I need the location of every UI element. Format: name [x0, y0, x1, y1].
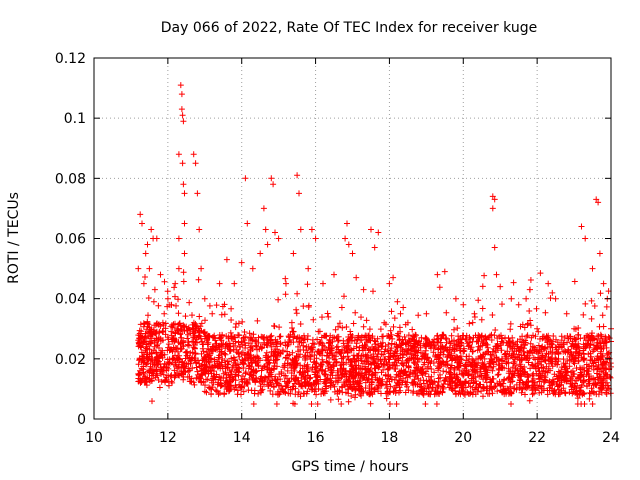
- x-tick-label: 20: [454, 430, 472, 446]
- y-tick-label: 0.02: [55, 352, 86, 368]
- x-tick-label: 22: [528, 430, 546, 446]
- y-tick-label: 0.08: [55, 171, 86, 187]
- x-axis: 10 12 14 16 18 20 22 24: [85, 58, 620, 446]
- chart-title: Day 066 of 2022, Rate Of TEC Index for r…: [161, 20, 537, 36]
- x-tick-label: 16: [307, 430, 325, 446]
- y-tick-label: 0.04: [55, 292, 86, 308]
- y-tick-label: 0.12: [55, 51, 86, 67]
- x-axis-label: GPS time / hours: [291, 459, 408, 475]
- x-tick-label: 14: [233, 430, 251, 446]
- y-tick-label: 0.1: [64, 111, 86, 127]
- x-tick-label: 24: [602, 430, 620, 446]
- data-points: [135, 82, 614, 407]
- y-axis: 0 0.02 0.04 0.06 0.08 0.1 0.12: [55, 51, 611, 428]
- y-tick-label: 0: [77, 412, 86, 428]
- y-tick-label: 0.06: [55, 232, 86, 248]
- y-axis-label: ROTI / TECUs: [6, 192, 22, 284]
- x-tick-label: 18: [381, 430, 399, 446]
- x-tick-label: 10: [85, 430, 103, 446]
- x-tick-label: 12: [159, 430, 177, 446]
- roti-markers: [135, 82, 614, 407]
